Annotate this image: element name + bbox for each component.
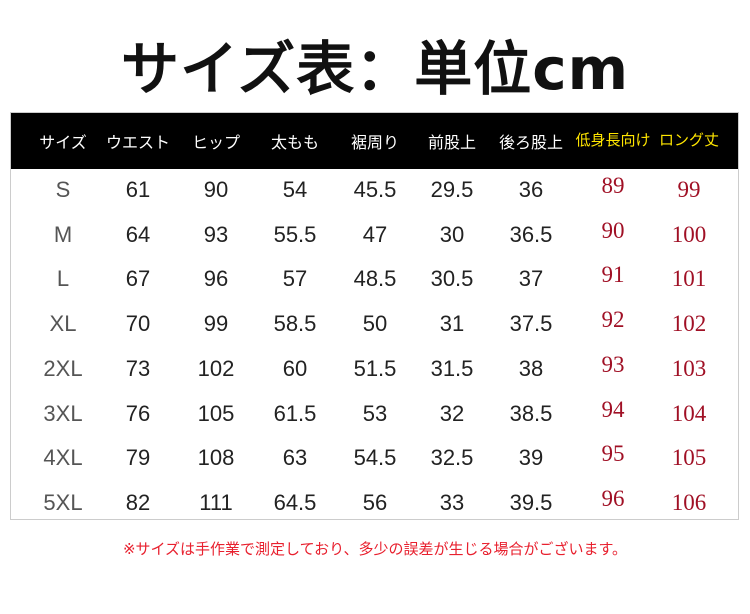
table-cell: 38 bbox=[518, 355, 544, 381]
table-cell: 54 bbox=[282, 177, 308, 202]
table-row: 2XL 73 102 60 51.5 31.5 38 93 103 bbox=[11, 352, 738, 396]
table-cell: 89 bbox=[601, 173, 625, 198]
column-header: サイズ bbox=[39, 133, 87, 152]
table-cell: 102 bbox=[671, 311, 707, 337]
size-label: 3XL bbox=[43, 400, 83, 426]
measurement-note: ※サイズは手作業で測定しており、多少の誤差が生じる場合がございます。 bbox=[122, 540, 628, 558]
table-cell: 91 bbox=[601, 262, 625, 288]
table-cell: 54.5 bbox=[353, 445, 397, 471]
table-cell: 99 bbox=[677, 177, 701, 202]
table-cell: 101 bbox=[671, 266, 707, 292]
table-cell: 106 bbox=[671, 489, 707, 515]
table-header: サイズ ウエスト ヒップ 太もも 裾周り 前股上 後ろ股上 低身長向け ロング丈 bbox=[11, 113, 738, 169]
table-cell: 96 bbox=[601, 485, 625, 511]
size-label: S bbox=[55, 177, 71, 202]
table-cell: 32 bbox=[439, 400, 465, 426]
table-cell: 45.5 bbox=[353, 177, 397, 202]
table-row: L 67 96 57 48.5 30.5 37 91 101 bbox=[11, 262, 738, 306]
table-cell: 58.5 bbox=[273, 311, 317, 337]
table-cell: 79 bbox=[125, 445, 151, 471]
table-row: 5XL 82 111 64.5 56 33 39.5 96 106 bbox=[11, 486, 738, 530]
table-row: M 64 93 55.5 47 30 36.5 90 100 bbox=[11, 218, 738, 262]
table-cell: 90 bbox=[601, 217, 625, 243]
table-cell: 94 bbox=[601, 396, 625, 422]
table-cell: 105 bbox=[671, 445, 707, 471]
table-cell: 67 bbox=[125, 266, 151, 292]
table-cell: 95 bbox=[601, 441, 625, 467]
column-header: 前股上 bbox=[427, 133, 477, 152]
table-row: 4XL 79 108 63 54.5 32.5 39 95 105 bbox=[11, 441, 738, 485]
table-cell: 51.5 bbox=[353, 355, 397, 381]
table-cell: 37.5 bbox=[509, 311, 553, 337]
table-cell: 38.5 bbox=[509, 400, 553, 426]
table-cell: 102 bbox=[197, 355, 235, 381]
table-cell: 31.5 bbox=[430, 355, 474, 381]
table-cell: 60 bbox=[282, 355, 308, 381]
size-table: サイズ ウエスト ヒップ 太もも 裾周り 前股上 後ろ股上 低身長向け ロング丈 S 61 90 54… bbox=[10, 112, 739, 520]
column-header: 低身長向け bbox=[575, 131, 651, 149]
column-header: 後ろ股上 bbox=[498, 133, 564, 152]
table-cell: 32.5 bbox=[430, 445, 474, 471]
table-cell: 92 bbox=[601, 307, 625, 333]
table-cell: 90 bbox=[203, 177, 229, 202]
table-cell: 93 bbox=[203, 221, 229, 247]
size-label: 5XL bbox=[43, 489, 83, 515]
table-cell: 76 bbox=[125, 400, 151, 426]
table-cell: 37 bbox=[518, 266, 544, 292]
column-header: ロング丈 bbox=[658, 131, 720, 149]
table-cell: 111 bbox=[199, 489, 233, 515]
table-cell: 105 bbox=[197, 400, 235, 426]
table-cell: 93 bbox=[601, 351, 625, 377]
table-cell: 47 bbox=[362, 221, 388, 247]
table-cell: 55.5 bbox=[273, 221, 317, 247]
page-title: サイズ表：単位cm bbox=[120, 35, 630, 103]
table-cell: 39.5 bbox=[509, 489, 553, 515]
table-cell: 108 bbox=[197, 445, 235, 471]
size-label: 2XL bbox=[43, 355, 83, 381]
table-cell: 61.5 bbox=[273, 400, 317, 426]
table-cell: 103 bbox=[671, 355, 707, 381]
table-row: 3XL 76 105 61.5 53 32 38.5 94 104 bbox=[11, 397, 738, 441]
table-row: XL 70 99 58.5 50 31 37.5 92 102 bbox=[11, 307, 738, 351]
size-label: XL bbox=[49, 311, 77, 337]
table-cell: 31 bbox=[439, 311, 465, 337]
column-header: 太もも bbox=[270, 133, 320, 152]
size-label: L bbox=[56, 266, 70, 292]
table-cell: 33 bbox=[439, 489, 465, 515]
table-cell: 50 bbox=[362, 311, 388, 337]
table-cell: 96 bbox=[203, 266, 229, 292]
table-cell: 30 bbox=[439, 221, 465, 247]
table-cell: 36.5 bbox=[509, 221, 553, 247]
column-header: ウエスト bbox=[105, 133, 171, 152]
table-cell: 100 bbox=[671, 221, 707, 247]
table-cell: 64 bbox=[125, 221, 151, 247]
table-cell: 36 bbox=[518, 177, 544, 202]
table-row: S 61 90 54 45.5 29.5 36 89 99 bbox=[11, 173, 738, 217]
column-header: 裾周り bbox=[350, 133, 400, 152]
table-cell: 48.5 bbox=[353, 266, 397, 292]
table-cell: 104 bbox=[671, 400, 707, 426]
table-cell: 99 bbox=[203, 311, 229, 337]
table-cell: 64.5 bbox=[273, 489, 317, 515]
table-cell: 39 bbox=[518, 445, 544, 471]
table-cell: 53 bbox=[362, 400, 388, 426]
size-label: M bbox=[53, 221, 73, 247]
table-cell: 70 bbox=[125, 311, 151, 337]
column-header: ヒップ bbox=[191, 133, 241, 152]
table-cell: 63 bbox=[282, 445, 308, 471]
table-cell: 82 bbox=[125, 489, 151, 515]
table-cell: 30.5 bbox=[430, 266, 474, 292]
table-cell: 73 bbox=[125, 355, 151, 381]
table-cell: 56 bbox=[362, 489, 388, 515]
size-label: 4XL bbox=[43, 445, 83, 471]
table-cell: 29.5 bbox=[430, 177, 474, 202]
table-cell: 57 bbox=[282, 266, 308, 292]
table-cell: 61 bbox=[125, 177, 151, 202]
